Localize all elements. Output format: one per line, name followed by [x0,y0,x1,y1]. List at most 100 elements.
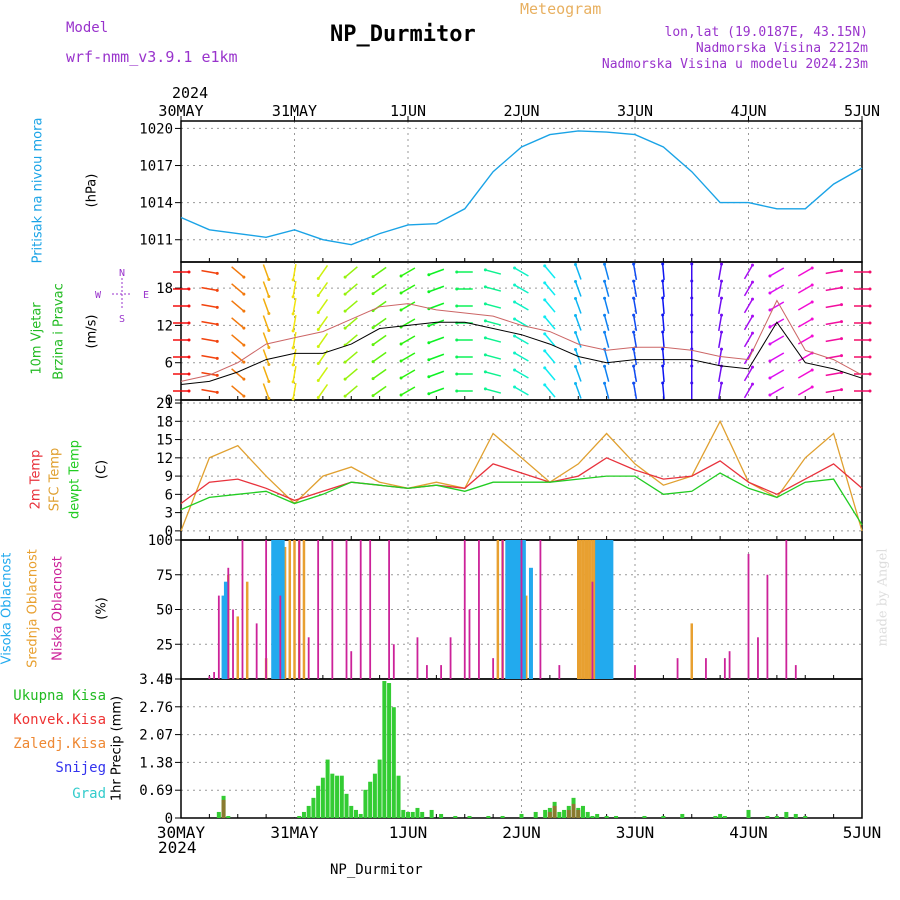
wind-arrow-head [513,368,517,372]
wind-arrow-head [187,355,191,359]
wind-arrow [317,333,329,347]
wind-arrow-head [751,382,754,386]
wind-arrow-head [868,287,872,291]
precip-convective-bar [566,809,571,818]
wind-arrow-head [810,283,814,287]
wind-arrow-head [603,313,607,317]
wind-arrow [344,283,358,295]
y-tick-label: 1017 [139,159,173,175]
wind-arrow [661,331,665,349]
x-tick-label-bottom: 1JUN [389,823,428,842]
cloud-bar [602,540,607,679]
wind-arrow [769,267,785,277]
precip-bar [746,809,751,818]
wind-arrow [428,319,445,327]
wind-arrow [661,263,665,281]
legend-snow: Snijeg [55,760,106,776]
cloud-bar [577,540,580,679]
cloud-bar [757,637,759,679]
cloud-bar [217,595,220,679]
wind-arrow-head [543,349,547,353]
wind-arrow [717,297,723,315]
wind-arrow [262,298,270,314]
wind-arrow-head [632,330,636,334]
model-label: Model [66,20,109,36]
wind-arrow-head [751,263,754,267]
wind-arrow [400,386,416,396]
wind-arrow [661,348,665,366]
precip-bar [415,807,420,818]
meteogram-label: Meteogram [520,0,602,18]
precip-bar [372,773,377,818]
wind-arrow-head [215,322,219,326]
wind-arrow-head [371,292,375,296]
wind-arrow [344,368,358,380]
wind-arrow-head [810,385,814,389]
precip-bar [642,815,647,818]
cloud-bar [350,651,353,679]
footer-station: NP_Durmitor [330,862,423,878]
wind-arrow-head [720,279,724,283]
precip-bar [344,793,349,818]
wind-arrow-head [215,339,219,343]
wind-arrow-head [215,356,219,360]
wind-arrow [262,383,270,399]
cloud-bar [676,658,679,679]
wind-arrow [769,386,785,396]
cloud-bar [510,540,515,679]
x-tick-label-bottom: 2JUN [502,823,541,842]
wind-arrow-head [316,362,320,366]
wind-arrow-head [267,380,271,384]
wind-arrow [428,268,445,276]
wind-arrow-head [455,304,459,308]
wind-arrow-head [242,326,246,330]
wind-arrow [825,320,842,326]
wind-arrow-head [455,389,459,393]
wind-arrow-head [187,372,191,376]
legend-total-rain: Ukupna Kisa [13,688,106,704]
x-tick-label-top: 30MAY [158,102,203,120]
wind-arrow-head [513,334,517,338]
y-tick-label: 6 [165,487,173,503]
wind-arrow-head [399,342,403,346]
wind-arrow [262,349,270,365]
cloud-bar [597,540,602,679]
precip-bar [353,809,358,818]
wind-arrow [428,370,445,378]
precip-bar [590,815,595,818]
wind-arrow-head [343,275,347,279]
temp2m-line [180,457,863,505]
precip-bar [363,789,368,818]
wind-arrow-head [690,313,694,317]
wind-arrow-head [242,292,246,296]
year-top: 2024 [172,84,209,102]
wind-arrow-head [661,330,665,334]
cloud-bar [747,553,750,679]
wind-arrow-head [868,338,872,342]
wind-arrow [544,265,556,279]
wind-arrow [769,352,785,362]
wind-arrow [603,315,610,331]
wind-arrow-head [632,347,636,351]
cloud-bar [723,658,726,679]
precip-bar [774,815,779,818]
cloud-bar [609,540,614,679]
wind-arrow-head [291,329,295,333]
cloud-bar [492,658,495,679]
precip-bar [306,805,311,818]
wind-arrow [292,280,297,298]
wind-arrow-head [455,355,459,359]
compass-north: N [119,268,125,279]
cloud-bar [463,540,466,679]
cloud-bar [213,672,216,679]
wind-arrow-head [513,351,517,355]
legend-convective-rain: Konvek.Kisa [13,712,106,728]
wind-arrow [797,352,813,362]
wind-arrow [514,301,529,311]
wind-arrow-head [215,271,219,275]
wind-arrow-head [751,297,754,301]
precip-bar [335,775,340,818]
y-tick-label: 3 [165,506,173,522]
wind-arrow [372,351,387,363]
wind-arrow [743,366,754,382]
